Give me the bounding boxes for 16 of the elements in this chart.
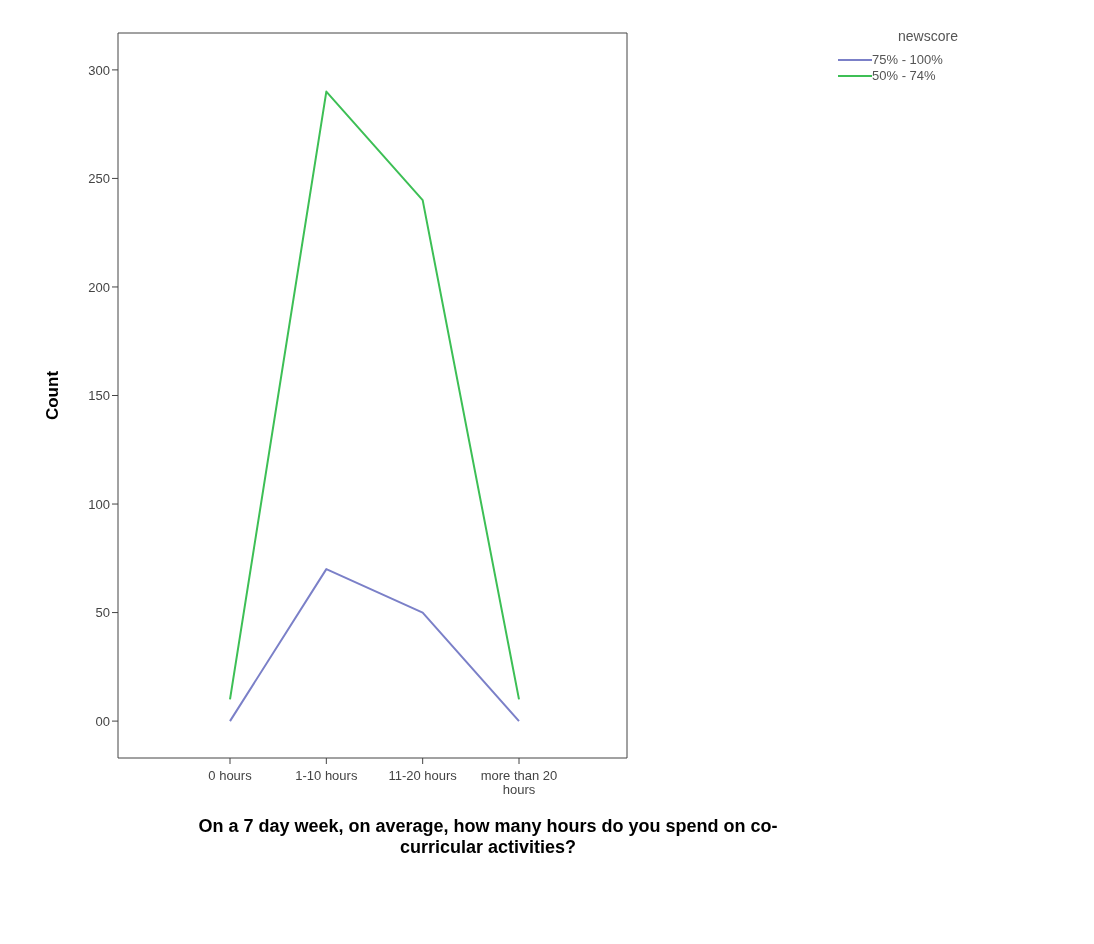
y-axis-title: Count bbox=[43, 370, 63, 421]
legend-label: 50% - 74% bbox=[872, 68, 936, 84]
x-axis-title: On a 7 day week, on average, how many hours do you spend on co-curricular activities? bbox=[197, 816, 779, 858]
legend-label: 75% - 100% bbox=[872, 52, 943, 68]
legend-title: newscore bbox=[897, 28, 959, 44]
y-tick-label: 250 bbox=[88, 171, 110, 187]
y-tick-label: 100 bbox=[88, 496, 110, 512]
x-tick-label: 1-10 hours bbox=[295, 768, 358, 783]
y-tick-label: 200 bbox=[88, 279, 110, 295]
y-tick-label: 50 bbox=[95, 605, 110, 621]
y-tick-label: 00 bbox=[95, 713, 110, 729]
y-tick-label: 300 bbox=[88, 62, 110, 78]
y-tick-label: 150 bbox=[88, 388, 110, 404]
x-tick-label: 0 hours bbox=[208, 768, 253, 783]
x-tick-label: more than 20 hours bbox=[480, 768, 558, 797]
x-tick-label: 11-20 hours bbox=[388, 768, 458, 783]
